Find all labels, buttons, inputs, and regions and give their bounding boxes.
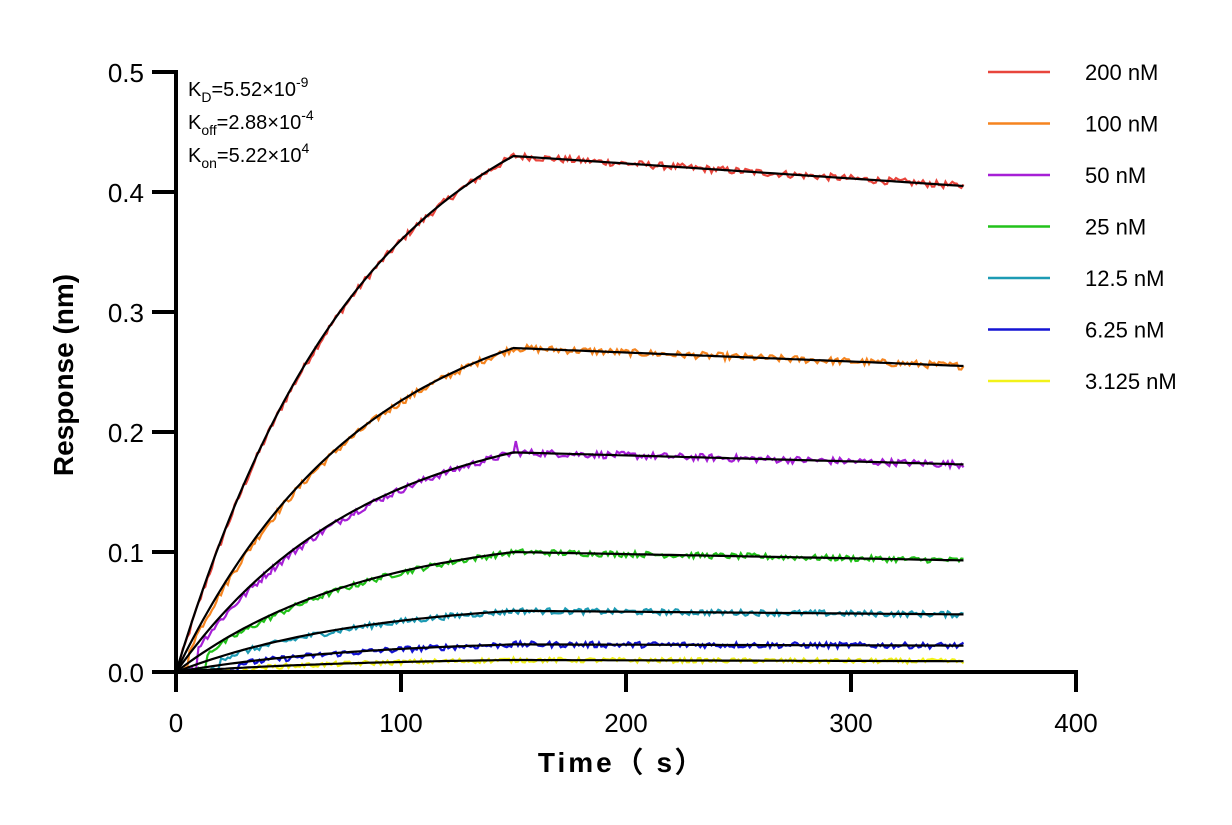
y-tick-label: 0.4 bbox=[108, 178, 144, 208]
x-axis-title: Time（ s） bbox=[538, 746, 706, 778]
fit-curves bbox=[174, 154, 964, 674]
legend-label: 100 nM bbox=[1085, 112, 1158, 137]
fit-curve bbox=[174, 154, 964, 673]
legend: 200 nM 100 nM 50 nM 25 nM 12.5 nM 6.25 nM 3.12… bbox=[988, 60, 1177, 394]
kinetic-sub: on bbox=[201, 155, 217, 171]
fit-curve bbox=[175, 346, 964, 673]
kinetic-exp: -4 bbox=[301, 107, 314, 123]
y-tick-label: 0.0 bbox=[108, 658, 144, 688]
y-axis-ticks: 0.0 0.1 0.2 0.3 0.4 0.5 bbox=[108, 58, 176, 688]
y-axis-title: Response (nm) bbox=[48, 274, 79, 476]
kinetic-label: K bbox=[188, 145, 202, 167]
kinetic-mantissa: =5.52×10 bbox=[211, 79, 296, 101]
y-tick-label: 0.3 bbox=[108, 298, 144, 328]
y-tick-label: 0.1 bbox=[108, 538, 144, 568]
y-tick-label: 0.5 bbox=[108, 58, 144, 88]
fit-curve bbox=[175, 550, 964, 673]
data-traces bbox=[175, 151, 965, 675]
axes bbox=[174, 70, 1078, 674]
kinetic-label: K bbox=[188, 112, 202, 134]
kinetic-sub: D bbox=[201, 89, 211, 105]
series-trace bbox=[175, 639, 965, 674]
x-axis-ticks: 0 100 200 300 400 bbox=[169, 672, 1098, 738]
legend-label: 6.25 nM bbox=[1085, 318, 1165, 343]
fit-curve bbox=[175, 609, 964, 674]
kinetic-constant: Kon=5.22×104 bbox=[188, 140, 309, 171]
kinetic-label: K bbox=[188, 79, 202, 101]
kinetic-exp: -9 bbox=[296, 74, 309, 90]
series-trace bbox=[176, 343, 965, 674]
x-tick-label: 200 bbox=[604, 708, 647, 738]
x-tick-label: 400 bbox=[1054, 708, 1097, 738]
legend-label: 12.5 nM bbox=[1085, 266, 1165, 291]
legend-label: 200 nM bbox=[1085, 60, 1158, 85]
legend-label: 50 nM bbox=[1085, 163, 1146, 188]
kinetic-constant: KD=5.52×10-9 bbox=[188, 74, 309, 105]
fit-curve bbox=[175, 451, 964, 673]
legend-label: 3.125 nM bbox=[1085, 369, 1177, 394]
x-tick-label: 300 bbox=[829, 708, 872, 738]
kinetic-sub: off bbox=[201, 122, 216, 138]
kinetic-mantissa: =2.88×10 bbox=[217, 112, 302, 134]
x-tick-label: 0 bbox=[169, 708, 183, 738]
y-tick-label: 0.2 bbox=[108, 418, 144, 448]
legend-label: 25 nM bbox=[1085, 215, 1146, 240]
kinetic-exp: 4 bbox=[301, 140, 309, 156]
series-trace bbox=[175, 151, 965, 674]
fit-curve bbox=[175, 643, 964, 674]
kinetic-mantissa: =5.22×10 bbox=[217, 145, 302, 167]
kinetic-constant: Koff=2.88×10-4 bbox=[188, 107, 314, 138]
x-tick-label: 100 bbox=[379, 708, 422, 738]
fit-curve bbox=[175, 658, 964, 674]
